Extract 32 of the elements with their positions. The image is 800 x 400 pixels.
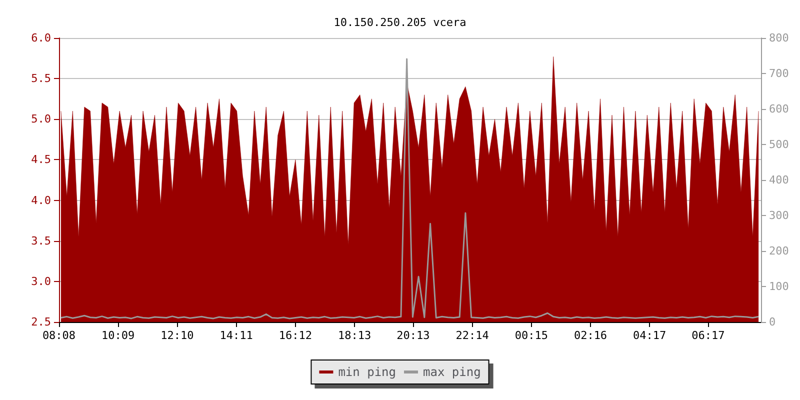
y-tick-label: 6.0 bbox=[31, 32, 51, 44]
x-tick-label: 16:12 bbox=[278, 329, 312, 342]
y2-tick-label: 100 bbox=[769, 280, 789, 293]
x-tick-label: 08:08 bbox=[42, 329, 76, 342]
y2-tick-label: 200 bbox=[769, 244, 789, 258]
x-tick-label: 02:16 bbox=[574, 329, 608, 342]
y2-tick-label: 700 bbox=[769, 67, 789, 80]
y2-tick-label: 400 bbox=[769, 174, 789, 186]
y-tick-label: 4.5 bbox=[31, 153, 51, 166]
x-tick-label: 00:15 bbox=[514, 329, 548, 342]
y2-tick-label: 500 bbox=[769, 138, 789, 151]
y-tick-label: 3.5 bbox=[31, 234, 51, 248]
y-tick-label: 2.5 bbox=[31, 316, 51, 328]
y2-tick-label: 0 bbox=[769, 316, 776, 328]
y-tick-label: 5.5 bbox=[31, 72, 51, 86]
y-tick-label: 3.0 bbox=[31, 274, 51, 288]
x-tick-label: 12:10 bbox=[160, 329, 194, 342]
x-tick-label: 14:11 bbox=[220, 329, 253, 342]
legend-label: min ping bbox=[338, 365, 396, 379]
x-tick-label: 06:17 bbox=[692, 329, 725, 342]
y2-tick-label: 600 bbox=[769, 102, 789, 116]
y-tick-label: 4.0 bbox=[31, 194, 51, 207]
x-tick-label: 04:17 bbox=[633, 329, 666, 342]
x-tick-label: 10:09 bbox=[102, 329, 135, 342]
y-tick-label: 5.0 bbox=[31, 112, 51, 126]
legend-label: max ping bbox=[423, 365, 481, 379]
y2-tick-label: 300 bbox=[769, 209, 789, 222]
chart-title: 10.150.250.205 vcera bbox=[334, 16, 466, 29]
y2-tick-label: 800 bbox=[769, 32, 789, 44]
x-tick-label: 20:13 bbox=[396, 329, 430, 342]
x-tick-label: 18:13 bbox=[338, 329, 372, 342]
x-tick-label: 22:14 bbox=[456, 329, 490, 342]
